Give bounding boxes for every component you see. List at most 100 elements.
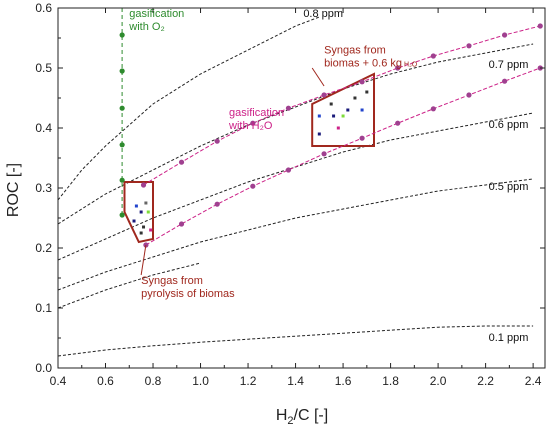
cluster-point <box>360 108 364 112</box>
plot-frame <box>57 7 546 369</box>
regions <box>123 72 375 244</box>
x-tick-label: 0.4 <box>50 374 67 388</box>
x-axis-title-sub: 2 <box>287 415 293 427</box>
cluster-point <box>341 114 345 118</box>
series-point <box>430 106 436 112</box>
y-tick-label: 0.3 <box>35 181 52 195</box>
series-line <box>143 25 541 186</box>
ticks: 0.4 0.6 0.8 1.0 1.2 1.4 1.6 1.8 2.0 2.2 2.4 0.0 0.1 0… <box>35 1 545 388</box>
series-point <box>140 182 147 188</box>
series-point <box>466 92 472 98</box>
annotation-line: with H₂O <box>228 120 273 132</box>
y-tick-label: 0.0 <box>35 361 52 375</box>
cluster-point <box>353 96 357 100</box>
cluster-point <box>139 210 143 214</box>
x-tick-label: 2.4 <box>525 374 542 388</box>
series-point <box>395 65 401 71</box>
cluster-point <box>336 126 340 130</box>
annotation-sub: H₂O <box>404 62 418 69</box>
x-tick-label: 1.4 <box>287 374 304 388</box>
iso-ppm-line <box>57 262 201 309</box>
series-point <box>119 177 125 183</box>
cluster-point <box>365 90 369 94</box>
iso-ppm-line <box>57 178 534 291</box>
cluster-point <box>317 114 321 118</box>
series-point <box>250 183 256 189</box>
annotation-line: gasification <box>229 107 284 119</box>
annotation-text: gasification with O₂ <box>128 8 184 33</box>
annotation-pointer <box>140 244 147 276</box>
series-point <box>321 92 327 98</box>
iso-ppm-line <box>57 16 320 201</box>
series-point <box>285 167 292 173</box>
y-tick-label: 0.1 <box>35 301 52 315</box>
cluster-point <box>317 132 321 136</box>
annotation-line: Syngas from <box>141 275 203 287</box>
annotation-line: with O₂ <box>128 21 164 33</box>
x-axis-title-rest: /C [-] <box>294 407 329 424</box>
y-tick-label: 0.4 <box>35 121 52 135</box>
iso-ppm-line <box>57 43 534 225</box>
series-point <box>466 43 472 49</box>
annotation-text: Syngas from pyrolysis of biomas <box>141 275 235 300</box>
x-axis-title-main: H <box>276 407 288 424</box>
x-axis-title: H2/C [-] <box>276 407 328 427</box>
cluster-point <box>144 201 148 205</box>
x-tick-label: 0.6 <box>97 374 114 388</box>
series-point <box>178 221 185 227</box>
annotation-line: gasification <box>129 8 184 20</box>
x-tick-label: 2.0 <box>430 374 447 388</box>
series-point <box>178 159 185 165</box>
cluster-point <box>346 108 350 112</box>
series-point <box>119 105 125 111</box>
iso-ppm-label: 0.6 ppm <box>489 119 529 131</box>
series-point <box>119 212 125 218</box>
annotation-text: gasification with H₂O <box>228 107 284 132</box>
x-tick-label: 1.0 <box>192 374 209 388</box>
x-tick-label: 0.8 <box>145 374 162 388</box>
series-point <box>359 79 365 85</box>
axes-frame <box>57 7 546 369</box>
series-point <box>430 53 436 59</box>
annotation-line: Syngas from <box>324 45 386 57</box>
iso-ppm-line <box>57 325 534 357</box>
cluster-point <box>329 102 333 106</box>
iso-ppm-label: 0.7 ppm <box>489 59 529 71</box>
iso-ppm-label: 0.8 ppm <box>303 8 343 20</box>
cluster-point <box>139 231 143 235</box>
cluster-point <box>332 114 336 118</box>
series-point <box>502 32 508 38</box>
series-point <box>214 138 220 144</box>
series-point <box>395 120 401 126</box>
cluster-point <box>132 219 136 223</box>
annotation-text: Syngas from biomas + 0.6 kg H₂O <box>324 45 418 70</box>
series-point <box>359 135 365 141</box>
y-tick-label: 0.5 <box>35 61 52 75</box>
annotation-line: biomas + 0.6 kg <box>324 58 402 70</box>
series-point <box>321 151 327 157</box>
series-point <box>537 23 543 29</box>
x-tick-label: 1.2 <box>240 374 257 388</box>
x-tick-label: 1.8 <box>382 374 399 388</box>
series <box>119 8 543 248</box>
x-tick-label: 1.6 <box>335 374 352 388</box>
region-outline <box>123 181 154 244</box>
iso-ppm-label: 0.5 ppm <box>489 181 529 193</box>
y-axis-title: ROC [-] <box>5 163 22 217</box>
series-point <box>285 105 292 111</box>
cluster-points <box>132 90 369 235</box>
region-outline <box>311 72 375 147</box>
series-point <box>502 78 508 84</box>
annotation-pointer <box>311 67 325 87</box>
cluster-point <box>142 225 146 229</box>
series-point <box>119 32 125 38</box>
x-tick-label: 2.2 <box>477 374 494 388</box>
series-point <box>214 201 220 207</box>
iso-ppm-label: 0.1 ppm <box>489 332 529 344</box>
series-point <box>250 120 256 126</box>
series-point <box>119 68 125 74</box>
cluster-point <box>134 204 138 208</box>
cluster-point <box>149 228 153 232</box>
